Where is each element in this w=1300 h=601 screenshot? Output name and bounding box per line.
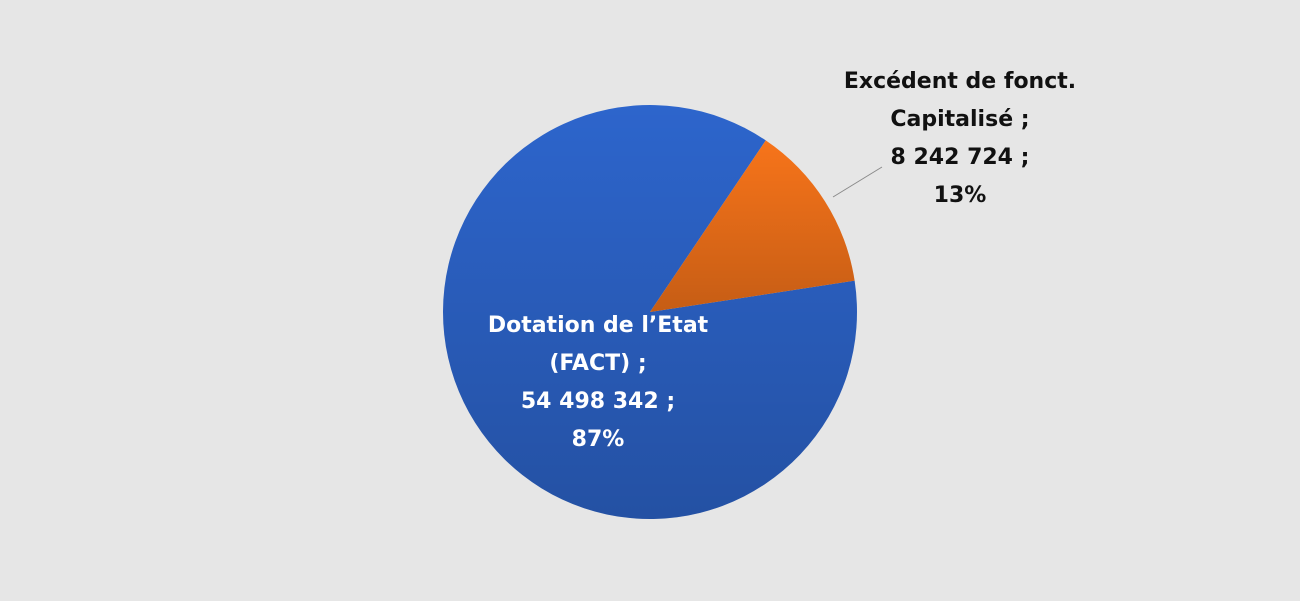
separator: ; (1020, 107, 1030, 132)
separator: ; (1020, 145, 1030, 170)
percent-label: 87% (571, 427, 625, 452)
value-label: 8 242 724 (890, 145, 1013, 170)
data-label: Excédent de fonct. Capitalisé ; 8 242 724… (830, 63, 1090, 215)
value-label: 54 498 342 (520, 389, 659, 414)
separator: ; (666, 389, 676, 414)
category-label: Excédent de fonct. Capitalisé (843, 69, 1077, 132)
data-label: Dotation de l’Etat (FACT) ; 54 498 342 ; 8… (478, 307, 718, 459)
separator: ; (637, 351, 647, 376)
category-label: Dotation de l’Etat (FACT) (487, 313, 709, 376)
percent-label: 13% (933, 183, 987, 208)
